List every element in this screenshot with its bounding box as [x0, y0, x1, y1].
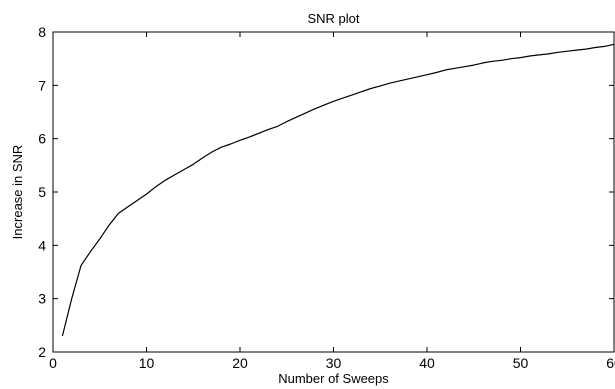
y-tick-label: 8	[38, 24, 46, 40]
x-axis-ticks: 0 10 20 30 40 50 60	[49, 32, 615, 371]
y-tick-label: 7	[38, 77, 46, 93]
x-tick-label: 0	[49, 355, 57, 371]
y-tick-label: 4	[38, 237, 46, 253]
series-layer	[61, 43, 615, 337]
y-tick-label: 5	[38, 184, 46, 200]
x-tick-label: 30	[326, 355, 342, 371]
y-tick-label: 3	[38, 291, 46, 307]
y-tick-label: 2	[38, 344, 46, 360]
y-axis-label: Increase in SNR	[10, 145, 25, 240]
x-tick-label: 20	[232, 355, 248, 371]
x-tick-label: 10	[139, 355, 155, 371]
x-tick-label: 60	[606, 355, 615, 371]
y-axis-ticks: 2 3 4 5 6 7 8	[38, 24, 614, 360]
x-tick-label: 50	[513, 355, 529, 371]
y-tick-label: 6	[38, 131, 46, 147]
x-axis-label: Number of Sweeps	[278, 371, 389, 386]
chart-title: SNR plot	[307, 11, 359, 26]
x-tick-label: 40	[419, 355, 435, 371]
series-line	[61, 43, 615, 337]
